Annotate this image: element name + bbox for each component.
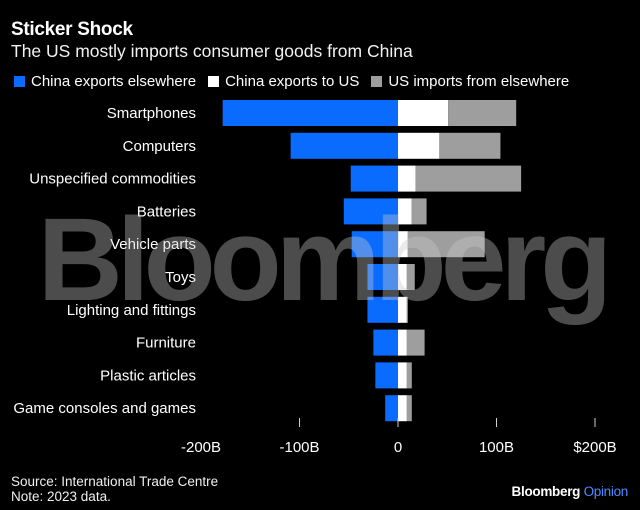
- chart-subtitle: The US mostly imports consumer goods fro…: [11, 41, 413, 61]
- bar-china-exports-elsewhere: [351, 231, 398, 258]
- bars-group: [222, 100, 522, 422]
- bloomberg-watermark: Bloomberg: [38, 194, 607, 326]
- category-label: Vehicle parts: [110, 236, 196, 253]
- bar-china-exports-elsewhere: [367, 264, 398, 290]
- x-tick-label: $200B: [573, 439, 616, 456]
- bar-us-imports-elsewhere: [448, 100, 517, 126]
- bar-china-exports-to-us: [398, 362, 407, 389]
- bar-china-exports-to-us: [398, 395, 407, 422]
- bar-china-exports-to-us: [398, 165, 416, 192]
- bar-china-exports-to-us: [398, 231, 408, 258]
- bar-us-imports-elsewhere: [406, 264, 415, 290]
- bar-china-exports-to-us: [398, 132, 440, 159]
- legend-label: China exports to US: [225, 73, 360, 90]
- legend: China exports elsewhere China exports to…: [14, 73, 581, 90]
- source-note: Source: International Trade Centre: [11, 474, 219, 489]
- footer: Source: International Trade Centre Note:…: [11, 474, 218, 504]
- bar-us-imports-elsewhere: [406, 296, 408, 323]
- brand-suffix: Opinion: [583, 484, 629, 499]
- category-label: Toys: [165, 269, 196, 286]
- bar-china-exports-elsewhere: [373, 329, 398, 356]
- bar-us-imports-elsewhere: [406, 395, 412, 422]
- legend-item-us-elsewhere: US imports from elsewhere: [371, 73, 569, 90]
- bar-us-imports-elsewhere: [415, 165, 522, 192]
- category-label: Batteries: [137, 203, 196, 220]
- bar-china-exports-elsewhere: [343, 198, 398, 225]
- category-label: Lighting and fittings: [67, 302, 196, 319]
- bar-china-exports-to-us: [398, 296, 407, 323]
- bar-us-imports-elsewhere: [411, 198, 427, 225]
- bar-china-exports-to-us: [398, 198, 412, 225]
- legend-swatch-blue: [14, 76, 25, 87]
- bar-us-imports-elsewhere: [407, 231, 485, 258]
- bar-china-exports-elsewhere: [385, 395, 398, 422]
- bar-china-exports-elsewhere: [350, 165, 398, 192]
- bar-china-exports-to-us: [398, 264, 407, 290]
- bar-us-imports-elsewhere: [406, 362, 412, 389]
- x-tick-label: 0: [394, 439, 402, 456]
- category-label: Game consoles and games: [13, 400, 196, 417]
- category-label: Plastic articles: [100, 367, 196, 384]
- legend-swatch-white: [208, 76, 220, 87]
- x-tick-label: -200B: [181, 439, 221, 456]
- bar-us-imports-elsewhere: [406, 329, 425, 356]
- bar-china-exports-elsewhere: [375, 362, 398, 389]
- chart-title: Sticker Shock: [11, 19, 133, 40]
- legend-swatch-gray: [371, 76, 383, 87]
- category-label: Unspecified commodities: [29, 171, 196, 188]
- x-tick-label: 100B: [479, 439, 514, 456]
- bar-china-exports-to-us: [398, 329, 407, 356]
- legend-label: US imports from elsewhere: [388, 73, 570, 90]
- bar-us-imports-elsewhere: [439, 132, 501, 159]
- legend-item-china-elsewhere: China exports elsewhere: [14, 73, 196, 90]
- legend-item-china-to-us: China exports to US: [208, 73, 359, 90]
- x-tick-label: -100B: [279, 439, 319, 456]
- bar-china-exports-elsewhere: [222, 100, 398, 126]
- category-label: Smartphones: [107, 105, 196, 122]
- brand-logo: Bloomberg Opinion: [511, 484, 629, 499]
- bar-china-exports-elsewhere: [290, 132, 398, 159]
- bar-china-exports-to-us: [398, 100, 449, 126]
- category-label: Furniture: [136, 335, 196, 352]
- category-label: Computers: [123, 138, 196, 155]
- legend-label: China exports elsewhere: [31, 73, 197, 90]
- bar-china-exports-elsewhere: [367, 296, 398, 323]
- data-note: Note: 2023 data.: [11, 489, 111, 504]
- brand-name: Bloomberg: [511, 484, 581, 499]
